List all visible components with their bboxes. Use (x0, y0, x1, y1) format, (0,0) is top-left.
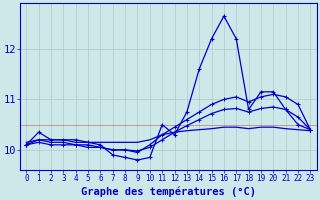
X-axis label: Graphe des températures (°C): Graphe des températures (°C) (81, 186, 256, 197)
